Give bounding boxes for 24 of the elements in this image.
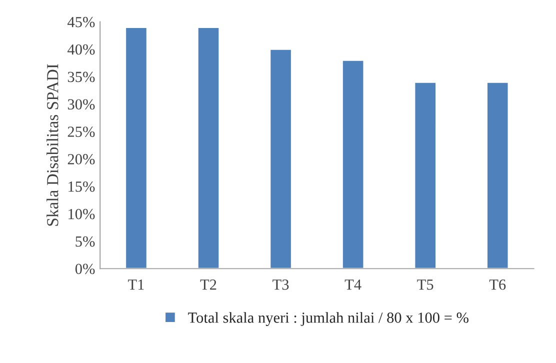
bar: [269, 48, 292, 269]
bar: [486, 81, 510, 269]
y-tick-label: 5%: [76, 236, 95, 247]
x-tick-label: T4: [344, 280, 362, 290]
x-tick-label: T6: [489, 280, 506, 290]
y-tick-label: 45%: [68, 16, 95, 28]
bar: [124, 26, 148, 269]
y-tick-label: 15%: [68, 181, 95, 192]
y-tick-label: 40%: [68, 44, 95, 55]
x-tick-label: T3: [272, 280, 289, 290]
y-tick-label: 35%: [68, 72, 95, 82]
bar: [196, 26, 220, 269]
y-axis-title: Skala Disabilitas SPADI: [46, 64, 58, 226]
bar: [342, 59, 365, 269]
x-tick-label: T2: [200, 280, 216, 290]
y-tick-label: 10%: [68, 208, 95, 220]
bar: [414, 81, 437, 269]
y-tick-label: 30%: [68, 99, 95, 110]
x-tick-label: T5: [417, 280, 434, 290]
y-tick-label: 20%: [68, 154, 95, 164]
y-tick-label: 25%: [68, 126, 95, 137]
y-tick-label: 0%: [75, 264, 95, 274]
legend-label: Total skala nyeri : jumlah nilai / 80 x 100 = %: [188, 312, 468, 326]
x-tick-label: T1: [128, 280, 144, 290]
